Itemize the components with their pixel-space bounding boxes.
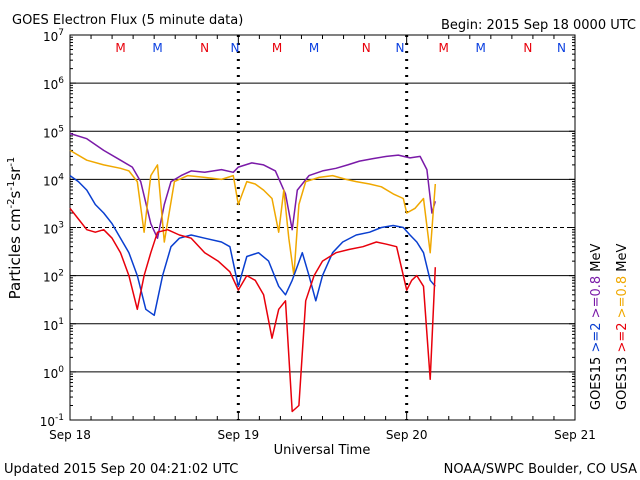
y-label-mid1: s (6, 190, 24, 198)
y-label-exp2: -1 (6, 181, 17, 191)
credit: NOAA/SWPC Boulder, CO USA (444, 462, 637, 477)
x-axis-ticks: Sep 18 Sep 19 Sep 20 Sep 21 (49, 35, 596, 442)
legend-unit: MeV (615, 244, 630, 276)
y-tick-label: 103 (43, 221, 64, 237)
legend-threshold-2: >=2 (615, 322, 630, 352)
marker-label: M (272, 41, 282, 55)
marker-label: N (523, 41, 532, 55)
y-tick-label: 100 (43, 365, 64, 381)
marker-label: M (115, 41, 125, 55)
legend-satellite: GOES15 (589, 357, 604, 410)
marker-label: M (439, 41, 449, 55)
gridlines (70, 82, 575, 373)
legend-unit: MeV (589, 244, 604, 276)
legend-entry: GOES13 >=2 >=0.8 MeV (615, 244, 630, 410)
day-marker-dashes (236, 35, 409, 420)
marker-label: M (309, 41, 319, 55)
legend-text: GOES13 >=2 >=0.8 MeV (615, 244, 630, 410)
svg-text:Particles cm-2s-1sr-1: Particles cm-2s-1sr-1 (6, 157, 24, 300)
series-line (69, 149, 437, 277)
x-tick-label: Sep 19 (217, 428, 259, 442)
marker-label: N (557, 41, 566, 55)
marker-label: M (476, 41, 486, 55)
y-axis-label: Particles cm-2s-1sr-1 (6, 157, 24, 300)
marker-label: M (152, 41, 162, 55)
legend-threshold-2: >=2 (589, 322, 604, 352)
legend-entry: GOES15 >=2 >=0.8 MeV (589, 244, 604, 410)
y-tick-label: 106 (43, 76, 64, 92)
chart-title: GOES Electron Flux (5 minute data) (12, 13, 243, 28)
x-axis-label: Universal Time (274, 443, 371, 458)
legend-text: GOES15 >=2 >=0.8 MeV (589, 244, 604, 410)
y-tick-label: 10-1 (40, 413, 64, 429)
x-tick-label: Sep 21 (554, 428, 596, 442)
marker-label: N (200, 41, 209, 55)
legend-threshold-08: >=0.8 (589, 276, 604, 318)
x-tick-label: Sep 18 (49, 428, 91, 442)
y-tick-label: 102 (43, 269, 64, 285)
y-label-exp3: -1 (6, 157, 17, 167)
y-tick-label: 104 (43, 172, 64, 188)
y-axis-ticks: 107 106 105 104 103 102 101 100 10-1 (40, 28, 575, 429)
updated-timestamp: Updated 2015 Sep 20 04:21:02 UTC (4, 462, 238, 477)
marker-label: N (395, 41, 404, 55)
y-label-base: Particles cm (6, 208, 24, 299)
begin-date: Begin: 2015 Sep 18 0000 UTC (441, 18, 636, 33)
marker-label: N (230, 41, 239, 55)
series-line (69, 174, 436, 317)
y-label-exp1: -2 (6, 198, 17, 208)
y-tick-label: 101 (43, 317, 64, 333)
legend-threshold-08: >=0.8 (615, 276, 630, 318)
y-tick-label: 105 (43, 124, 64, 140)
y-label-mid2: sr (6, 166, 24, 181)
series-line (69, 207, 437, 413)
x-tick-label: Sep 20 (386, 428, 428, 442)
legend-satellite: GOES13 (615, 357, 630, 410)
marker-label: N (362, 41, 371, 55)
series-lines (69, 132, 437, 413)
y-tick-label: 107 (43, 28, 64, 44)
